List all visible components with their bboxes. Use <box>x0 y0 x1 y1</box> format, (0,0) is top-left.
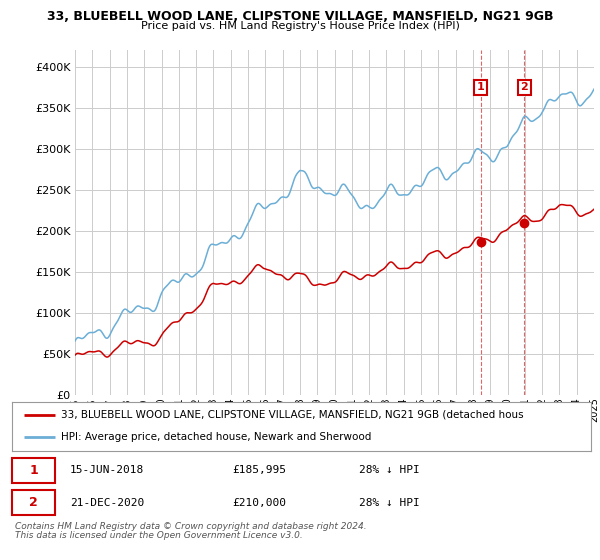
Text: 15-JUN-2018: 15-JUN-2018 <box>70 465 144 475</box>
Text: 2: 2 <box>29 497 38 510</box>
Text: HPI: Average price, detached house, Newark and Sherwood: HPI: Average price, detached house, Newa… <box>61 432 371 442</box>
Text: £210,000: £210,000 <box>232 498 286 508</box>
Text: 33, BLUEBELL WOOD LANE, CLIPSTONE VILLAGE, MANSFIELD, NG21 9GB: 33, BLUEBELL WOOD LANE, CLIPSTONE VILLAG… <box>47 10 553 23</box>
Text: Price paid vs. HM Land Registry's House Price Index (HPI): Price paid vs. HM Land Registry's House … <box>140 21 460 31</box>
Text: Contains HM Land Registry data © Crown copyright and database right 2024.: Contains HM Land Registry data © Crown c… <box>15 522 367 531</box>
Text: 2: 2 <box>520 82 528 92</box>
Text: 28% ↓ HPI: 28% ↓ HPI <box>359 465 420 475</box>
Text: This data is licensed under the Open Government Licence v3.0.: This data is licensed under the Open Gov… <box>15 531 303 540</box>
FancyBboxPatch shape <box>12 491 55 516</box>
Text: 1: 1 <box>477 82 485 92</box>
Text: 21-DEC-2020: 21-DEC-2020 <box>70 498 144 508</box>
FancyBboxPatch shape <box>12 458 55 483</box>
Text: 28% ↓ HPI: 28% ↓ HPI <box>359 498 420 508</box>
Text: £185,995: £185,995 <box>232 465 286 475</box>
Text: 1: 1 <box>29 464 38 477</box>
Text: 33, BLUEBELL WOOD LANE, CLIPSTONE VILLAGE, MANSFIELD, NG21 9GB (detached hous: 33, BLUEBELL WOOD LANE, CLIPSTONE VILLAG… <box>61 410 524 420</box>
